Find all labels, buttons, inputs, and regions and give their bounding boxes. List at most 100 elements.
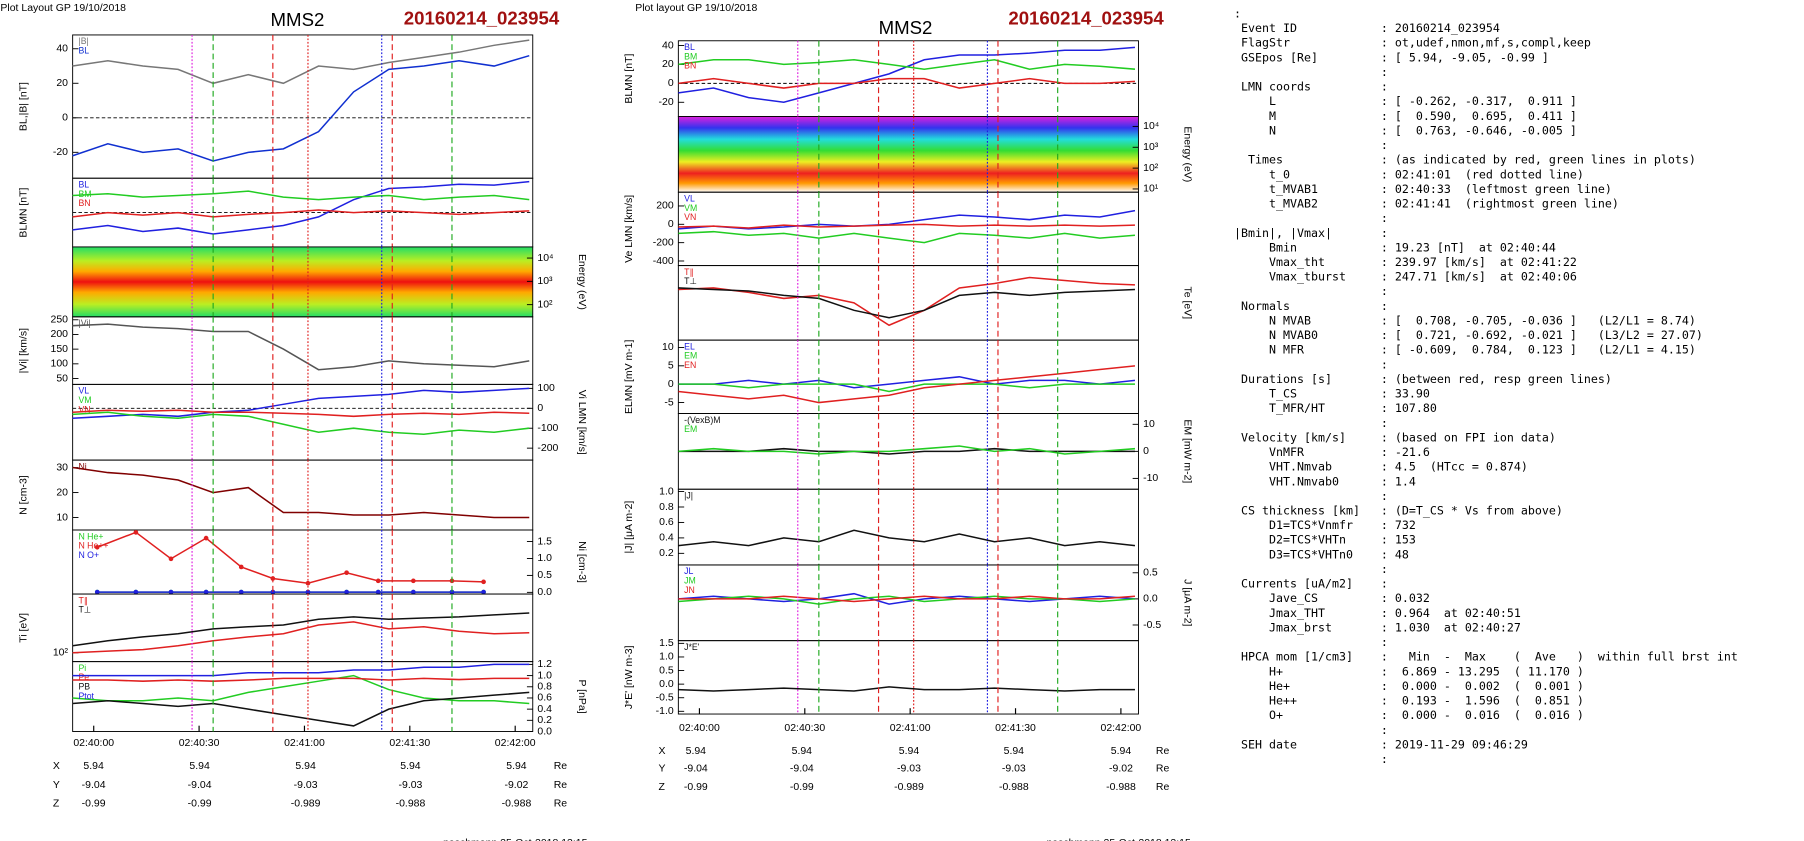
y-tick-label: 10⁴: [537, 253, 553, 264]
info-line: :: [1234, 211, 1388, 225]
series-line: [678, 365, 1136, 404]
info-line: Jmax_THT : 0.964 at 02:40:51: [1234, 606, 1521, 620]
series-line: [72, 190, 530, 201]
info-line: FlagStr : ot,udef,nmon,mf,s,compl,keep: [1234, 36, 1591, 50]
y-axis-label: Energy (eV): [1182, 126, 1193, 182]
y-tick-label: -5: [664, 397, 673, 408]
y-tick-label: 0.5: [537, 570, 552, 581]
panel-frame: [72, 529, 534, 595]
y-tick-label: 0.0: [1143, 594, 1158, 605]
x-tick-label: 02:41:00: [284, 738, 325, 749]
data-point: [203, 589, 209, 595]
y-tick-label: 10³: [1143, 142, 1159, 153]
ephemeris-cell: 5.94: [295, 761, 316, 772]
y-axis-label: ELMN [mV m-1]: [624, 340, 635, 415]
legend-entry: BM: [684, 51, 697, 61]
y-tick-label: 0.5: [1143, 568, 1158, 579]
panel-frame: [72, 593, 534, 663]
info-line: :: [1234, 752, 1388, 766]
y-tick-label: 0: [537, 403, 543, 414]
ephemeris-cell: 5.94: [83, 761, 104, 772]
legend-entry: VL: [684, 193, 695, 203]
y-tick-label: 0.0: [659, 679, 674, 690]
spectrogram: [678, 116, 1139, 193]
y-axis-label: Vi LMN [km/s]: [576, 390, 587, 455]
y-tick-label: 10²: [537, 299, 553, 310]
info-line: Velocity [km/s] : (based on FPI ion data…: [1234, 430, 1556, 444]
y-axis-label: N [cm-3]: [18, 475, 29, 515]
y-tick-label: 0.2: [537, 715, 552, 726]
legend-entry: T∥: [684, 267, 694, 277]
y-tick-label: 1.0: [659, 652, 674, 663]
ephemeris-cell: 5.94: [506, 761, 527, 772]
ephemeris-cell: -9.03: [294, 780, 318, 791]
legend-entry: BL: [78, 46, 89, 56]
legend-entry: |B|: [78, 36, 88, 46]
info-line: N MVAB : [ 0.708, -0.705, -0.036 ] (L2/L…: [1234, 313, 1696, 327]
panel-frame: [677, 564, 1139, 642]
y-tick-label: 0.5: [659, 665, 674, 676]
panel-frame: [677, 265, 1139, 341]
y-axis-label: |Vi| [km/s]: [18, 328, 29, 373]
ephemeris-cell: Re: [1156, 782, 1170, 793]
y-tick-label: -200: [653, 237, 674, 248]
ephemeris-cell: X: [659, 746, 666, 757]
y-axis-label: Ve LMN [km/s]: [624, 195, 635, 263]
legend-entry: J*E': [684, 642, 700, 652]
ephemeris-cell: Re: [1156, 746, 1170, 757]
info-line: :: [1234, 357, 1388, 371]
data-point: [94, 544, 100, 550]
ephemeris-cell: -0.99: [82, 798, 106, 809]
legend-entry: VN: [684, 212, 696, 222]
data-point: [94, 589, 100, 595]
legend-entry: EM: [684, 351, 697, 361]
ephemeris-cell: -0.99: [684, 782, 708, 793]
ephemeris-cell: Z: [659, 782, 666, 793]
legend-entry: T⊥: [78, 605, 91, 615]
panel-frame: [72, 661, 534, 732]
y-tick-label: 150: [51, 344, 69, 355]
info-line: Event ID : 20160214_023954: [1234, 21, 1500, 35]
series-line: [72, 39, 530, 85]
info-line: HPCA mom [1/cm3] : Min - Max ( Ave ) wit…: [1234, 650, 1738, 664]
series-line: [72, 674, 530, 705]
series-line: [72, 691, 530, 727]
series-line: [72, 387, 530, 420]
y-tick-label: 100: [537, 383, 555, 394]
legend-entry: VM: [78, 395, 91, 405]
info-line: L : [ -0.262, -0.317, 0.911 ]: [1234, 94, 1577, 108]
y-axis-label: Te [eV]: [1182, 287, 1193, 320]
series-line: [72, 621, 530, 654]
x-tick-label: 02:41:30: [995, 723, 1036, 734]
info-line: Vmax_tburst : 247.71 [km/s] at 02:40:06: [1234, 270, 1577, 284]
y-tick-label: 0.0: [537, 587, 552, 598]
info-line: H+ : 6.869 - 13.295 ( 11.170 ): [1234, 664, 1584, 678]
series-line: [678, 276, 1135, 327]
panel-frame: [677, 488, 1139, 566]
data-point: [238, 564, 244, 570]
ephemeris-cell: -0.988: [999, 782, 1029, 793]
series-line: [678, 376, 1136, 389]
ephemeris-cell: Y: [53, 780, 60, 791]
ephemeris-cell: 5.94: [1004, 746, 1025, 757]
y-axis-label: |J| [μA m-2]: [624, 501, 635, 554]
footer: paschmann 25-Oct-2018 13:15: [443, 838, 588, 841]
info-line: :: [1234, 416, 1388, 430]
info-line: D1=TCS*Vnmfr : 732: [1234, 518, 1416, 532]
x-tick-label: 02:40:30: [179, 738, 220, 749]
legend-entry: BL: [78, 180, 89, 190]
y-tick-label: 250: [51, 315, 69, 326]
y-tick-label: 1.5: [659, 638, 674, 649]
legend-entry: JN: [684, 585, 695, 595]
y-axis-label: P [nPa]: [576, 679, 587, 713]
info-line: He++ : 0.193 - 1.596 ( 0.851 ): [1234, 694, 1584, 708]
series-line: [72, 180, 530, 235]
info-line: M : [ 0.590, 0.695, 0.411 ]: [1234, 109, 1577, 123]
info-line: CS thickness [km] : (D=T_CS * Vs from ab…: [1234, 504, 1563, 518]
ephemeris-cell: -9.03: [897, 764, 921, 775]
info-line: D3=TCS*VHTn0 : 48: [1234, 547, 1409, 561]
data-point: [305, 589, 311, 595]
ephemeris-cell: -9.04: [82, 780, 106, 791]
y-tick-label: 1.0: [537, 553, 552, 564]
series-line: [72, 209, 530, 218]
